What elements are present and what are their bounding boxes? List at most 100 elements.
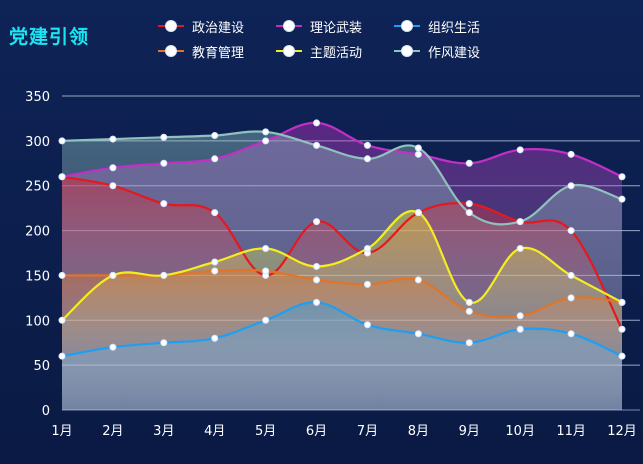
y-tick-label: 50 [33, 359, 50, 374]
x-tick-label: 1月 [51, 424, 72, 439]
data-point [160, 133, 168, 141]
data-point [160, 271, 168, 279]
legend-swatch-icon [158, 19, 184, 33]
x-tick-label: 7月 [357, 424, 378, 439]
data-point [58, 316, 66, 324]
data-point [618, 173, 626, 181]
data-point [363, 280, 371, 288]
y-tick-label: 150 [25, 269, 50, 284]
data-point [618, 195, 626, 203]
legend-swatch-icon [276, 19, 302, 33]
series-line [61, 121, 623, 178]
data-point [262, 128, 270, 136]
data-point [414, 330, 422, 338]
legend-label: 作风建设 [428, 45, 481, 61]
data-point [211, 209, 219, 217]
data-point [160, 159, 168, 167]
x-tick-label: 11月 [556, 424, 586, 439]
legend-label: 主题活动 [310, 45, 363, 61]
y-tick-label: 350 [25, 90, 50, 105]
x-tick-label: 8月 [408, 424, 429, 439]
data-point [465, 339, 473, 347]
y-tick-label: 100 [25, 314, 50, 329]
data-point [262, 267, 270, 275]
data-point [516, 312, 524, 320]
legend-label: 理论武装 [310, 20, 363, 36]
data-point [567, 294, 575, 302]
data-point [618, 325, 626, 333]
data-point [313, 262, 321, 270]
y-tick-label: 300 [25, 135, 50, 150]
data-point [109, 135, 117, 143]
data-point [211, 155, 219, 163]
data-point [414, 276, 422, 284]
data-point [58, 271, 66, 279]
data-point [313, 119, 321, 127]
data-point [211, 267, 219, 275]
data-point [109, 182, 117, 190]
x-tick-label: 4月 [204, 424, 225, 439]
data-point [465, 209, 473, 217]
data-point [58, 173, 66, 181]
data-point [58, 352, 66, 360]
data-point [109, 343, 117, 351]
legend-label: 政治建设 [192, 20, 245, 36]
legend-item[interactable]: 主题活动 [276, 43, 394, 61]
x-tick-label: 3月 [153, 424, 174, 439]
data-point [567, 150, 575, 158]
data-point [414, 150, 422, 158]
x-tick-label: 9月 [459, 424, 480, 439]
data-point [516, 325, 524, 333]
legend-item[interactable]: 教育管理 [158, 43, 276, 61]
data-point [262, 316, 270, 324]
legend-item[interactable]: 理论武装 [276, 18, 394, 36]
data-point [262, 245, 270, 253]
legend-label: 教育管理 [192, 45, 245, 61]
data-point [567, 271, 575, 279]
data-point [363, 155, 371, 163]
data-point [567, 330, 575, 338]
data-point [516, 218, 524, 226]
x-tick-label: 10月 [505, 424, 535, 439]
legend-item[interactable]: 作风建设 [394, 43, 512, 61]
data-point [516, 245, 524, 253]
x-tick-label: 12月 [607, 424, 637, 439]
data-point [160, 339, 168, 347]
data-point [363, 245, 371, 253]
y-tick-label: 0 [42, 404, 50, 419]
data-point [313, 276, 321, 284]
legend-item[interactable]: 组织生活 [394, 18, 512, 36]
data-point [211, 258, 219, 266]
data-point [58, 137, 66, 145]
data-point [211, 131, 219, 139]
data-point [465, 307, 473, 315]
data-point [363, 321, 371, 329]
chart-title: 党建引领 [9, 26, 90, 48]
data-point [567, 182, 575, 190]
x-tick-label: 2月 [102, 424, 123, 439]
series-area [62, 302, 622, 410]
legend-swatch-icon [158, 44, 184, 58]
legend: 政治建设 理论武装 组织生活教育管理 主题活动 作风建设 [158, 18, 538, 61]
data-point [618, 298, 626, 306]
x-tick-label: 5月 [255, 424, 276, 439]
series-line [61, 301, 623, 358]
data-point [363, 141, 371, 149]
data-point [109, 271, 117, 279]
legend-label: 组织生活 [428, 20, 481, 36]
y-tick-label: 250 [25, 180, 50, 195]
legend-item[interactable]: 政治建设 [158, 18, 276, 36]
data-point [313, 141, 321, 149]
data-point [160, 200, 168, 208]
data-point [262, 137, 270, 145]
data-point [465, 200, 473, 208]
data-point [618, 352, 626, 360]
data-point [109, 164, 117, 172]
data-point [211, 334, 219, 342]
data-point [414, 144, 422, 152]
data-point [313, 298, 321, 306]
y-tick-label: 200 [25, 225, 50, 240]
legend-swatch-icon [394, 19, 420, 33]
